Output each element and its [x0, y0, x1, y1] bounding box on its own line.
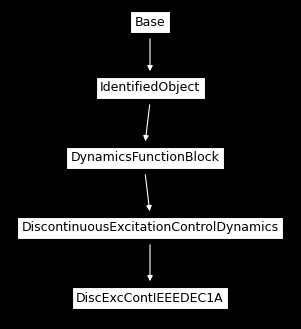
Text: DynamicsFunctionBlock: DynamicsFunctionBlock	[70, 151, 219, 164]
Text: DiscontinuousExcitationControlDynamics: DiscontinuousExcitationControlDynamics	[21, 221, 278, 235]
Text: Base: Base	[135, 15, 165, 29]
Text: DiscExcContIEEEDEC1A: DiscExcContIEEEDEC1A	[76, 291, 224, 305]
Text: IdentifiedObject: IdentifiedObject	[100, 82, 200, 94]
